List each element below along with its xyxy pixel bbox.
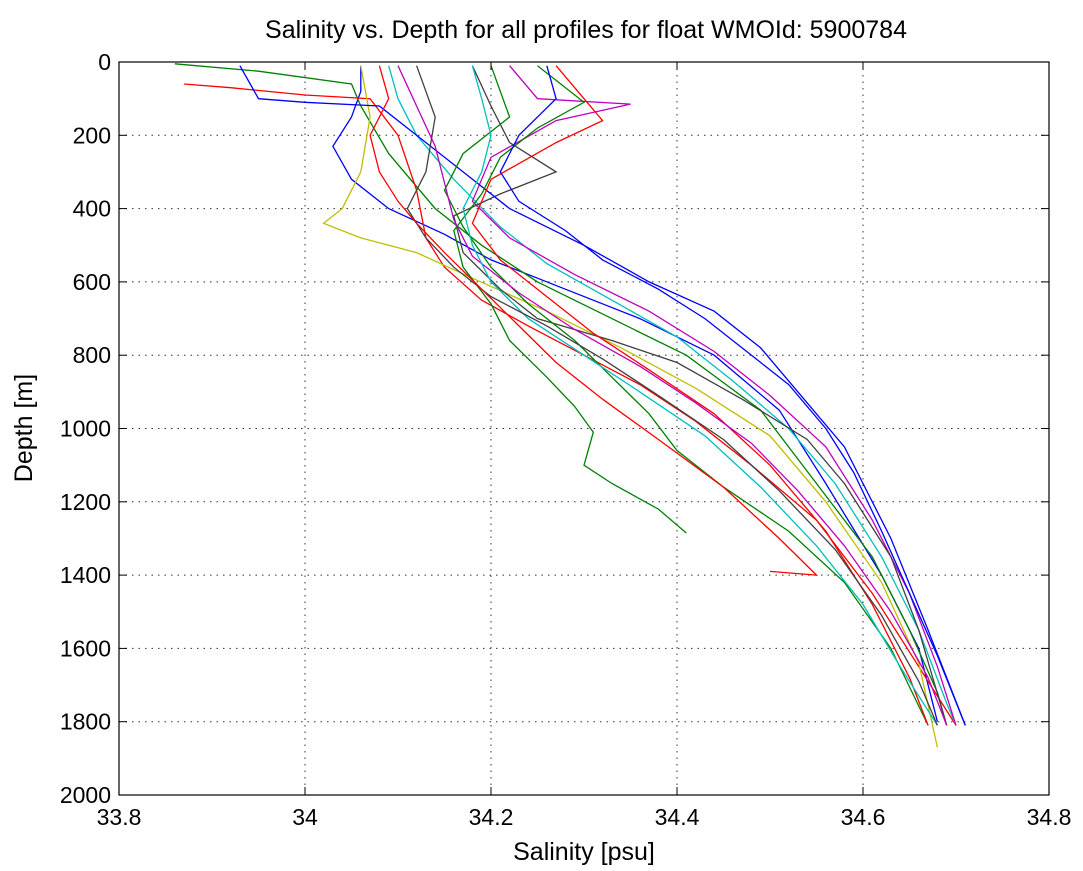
y-tick-label: 1800: [60, 709, 111, 735]
x-tick-label: 34.2: [469, 804, 514, 830]
y-tick-label: 1200: [60, 489, 111, 515]
y-tick-label: 1600: [60, 635, 111, 661]
axis-ticks: 33.8 34 34.2 34.4 34.6 34.8 0 200 400 600 800 1000 1…: [60, 49, 1072, 830]
profile-line-1: [332, 65, 939, 722]
profile-line-7: [453, 65, 948, 726]
x-tick-label: 34.8: [1027, 804, 1072, 830]
x-tick-label: 34: [292, 804, 318, 830]
x-tick-label: 34.4: [655, 804, 700, 830]
profile-line-6: [322, 65, 939, 748]
x-tick-label: 34.6: [841, 804, 886, 830]
y-tick-label: 600: [73, 269, 111, 295]
plot-area: [119, 62, 1049, 795]
x-axis-label: Salinity [psu]: [513, 838, 655, 866]
profile-line-12: [499, 65, 966, 726]
profile-line-11: [453, 65, 687, 534]
profile-line-13: [397, 65, 948, 726]
profile-line-9: [443, 65, 929, 726]
profile-line-10: [471, 65, 929, 726]
y-tick-label: 0: [98, 49, 111, 75]
plot-clip-region: [174, 63, 966, 748]
profile-line-2: [174, 63, 948, 726]
y-axis-label: Depth [m]: [10, 374, 38, 482]
profile-line-14: [462, 65, 938, 726]
y-tick-label: 400: [73, 196, 111, 222]
y-tick-label: 800: [73, 342, 111, 368]
profile-lines: [174, 63, 966, 748]
y-tick-label: 200: [73, 122, 111, 148]
chart-title: Salinity vs. Depth for all profiles for …: [265, 16, 907, 44]
profile-line-8: [239, 65, 966, 726]
x-tick-label: 33.8: [97, 804, 142, 830]
y-tick-label: 1400: [60, 562, 111, 588]
y-tick-label: 2000: [60, 782, 111, 808]
profile-line-16: [369, 65, 819, 576]
y-tick-label: 1000: [60, 416, 111, 442]
profile-line-15: [406, 65, 938, 726]
